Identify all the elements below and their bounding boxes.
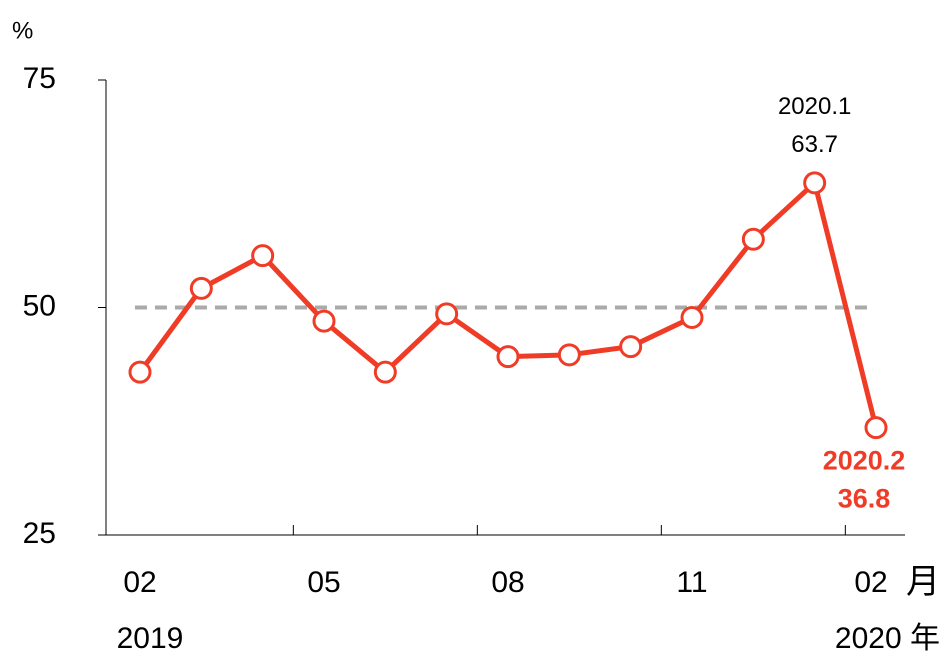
y-tick-label: 25 [23,517,56,550]
x-tick-label: 02 [123,566,156,599]
point [312,309,336,333]
point [251,244,275,268]
point [741,227,765,251]
x-tick-label: 11 [676,566,707,599]
annotation: 2020.1 [778,93,851,120]
point [680,306,704,330]
point [435,302,459,326]
point [557,343,581,367]
year-label: 2019 [117,622,184,655]
point [803,171,827,195]
x-tick-label: 08 [491,566,524,599]
x-unit: 月 [906,563,940,601]
line [137,180,879,429]
y-tick-label: 50 [23,289,56,322]
point [864,416,888,440]
year-label: 2020 年 [835,622,940,655]
data-label: 36.8 [838,484,891,514]
point [128,360,152,384]
data-label: 63.7 [791,131,838,158]
y-tick-label: 75 [23,62,56,95]
point [496,345,520,369]
x-tick-label: 05 [307,566,340,599]
annotation: 2020.2 [823,446,906,476]
point [189,276,213,300]
y-unit: % [12,17,33,44]
x-tick-label: 02 [854,566,887,599]
point [619,335,643,359]
point [373,360,397,384]
